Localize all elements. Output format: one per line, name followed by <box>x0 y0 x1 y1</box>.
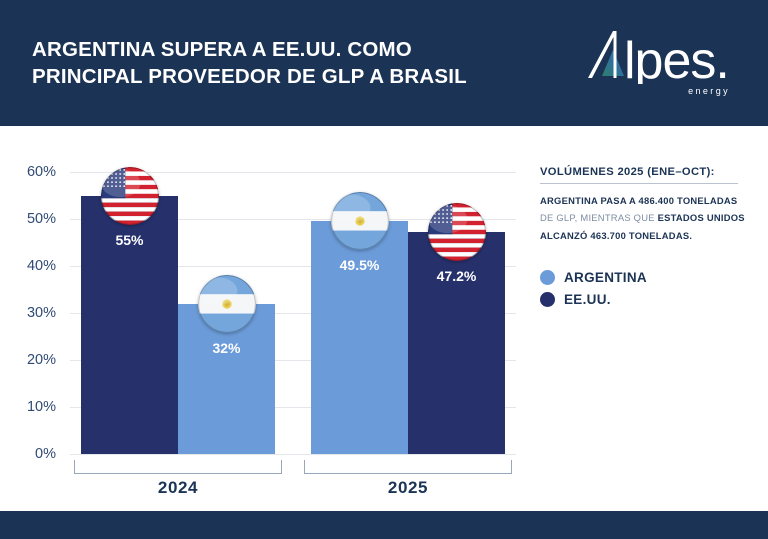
panel-heading: VOLÚMENES 2025 (ENE–OCT): <box>540 166 715 178</box>
panel-line-1: ARGENTINA PASA A 486.400 TONELADAS <box>540 192 756 209</box>
legend-swatch-icon <box>540 270 555 286</box>
chart-container: 0% 10% 20% 30% 40% 50% 60% 55% 32% 49.5% 4 <box>0 126 768 511</box>
logo-tagline: energy <box>688 86 730 96</box>
page-title-line-2: PRINCIPAL PROVEEDOR DE GLP A BRASIL <box>32 65 467 88</box>
panel-line-2-light: DE GLP, MIENTRAS QUE <box>540 212 658 224</box>
bar-2024-eeuu[interactable]: 55% <box>81 195 178 454</box>
legend-label: ARGENTINA <box>564 270 647 286</box>
x-axis: 2024 2025 <box>70 454 516 506</box>
alpes-wordmark-icon: lpes. <box>588 31 730 84</box>
y-axis-tick-label: 20% <box>26 352 56 368</box>
x-axis-group-bracket <box>74 460 282 474</box>
legend-item-eeuu[interactable]: EE.UU. <box>540 292 756 308</box>
gridline <box>70 172 516 173</box>
gridline <box>70 454 516 455</box>
legend-swatch-icon <box>540 292 555 308</box>
bar-value-label: 55% <box>115 231 144 248</box>
ar-flag-icon <box>197 274 256 333</box>
page-title: ARGENTINA SUPERA A EE.UU. COMO PRINCIPAL… <box>32 36 467 91</box>
bar-value-label: 49.5% <box>339 257 380 274</box>
y-axis: 0% 10% 20% 30% 40% 50% 60% <box>0 164 66 462</box>
bar-value-label: 32% <box>212 339 241 356</box>
gridline <box>70 407 516 408</box>
y-axis-tick-label: 0% <box>35 446 56 462</box>
side-panel: VOLÚMENES 2025 (ENE–OCT): ARGENTINA PASA… <box>540 166 756 314</box>
y-axis-tick-label: 50% <box>26 211 56 227</box>
panel-divider <box>540 183 738 184</box>
panel-line-1-text: ARGENTINA PASA A 486.400 TONELADAS <box>540 195 738 206</box>
y-axis-tick-label: 60% <box>26 164 56 180</box>
plot-area: 55% 32% 49.5% 47.2% <box>70 166 516 455</box>
us-flag-icon <box>427 203 486 262</box>
panel-body: ARGENTINA PASA A 486.400 TONELADAS DE GL… <box>540 192 756 244</box>
panel-line-2: DE GLP, MIENTRAS QUE ESTADOS UNIDOS <box>540 209 756 226</box>
y-axis-tick-label: 40% <box>26 258 56 274</box>
page-title-line-1: ARGENTINA SUPERA A EE.UU. COMO <box>32 37 412 61</box>
bar-value-label: 47.2% <box>436 268 477 285</box>
legend-label: EE.UU. <box>564 292 611 308</box>
bar-2025-argentina[interactable]: 49.5% <box>311 221 408 454</box>
gridline <box>70 219 516 220</box>
panel-line-2-strong: ESTADOS UNIDOS <box>657 212 745 224</box>
us-flag-icon <box>100 166 159 225</box>
panel-line-3: ALCANZÓ 463.700 TONELADAS. <box>540 227 756 244</box>
x-axis-group-label-2024: 2024 <box>157 478 199 497</box>
alpes-energy-logo: lpes. energy <box>586 28 736 98</box>
gridline <box>70 313 516 314</box>
page-header: ARGENTINA SUPERA A EE.UU. COMO PRINCIPAL… <box>0 0 768 126</box>
page-footer <box>0 511 768 539</box>
gridline <box>70 266 516 267</box>
ar-flag-icon <box>330 192 389 251</box>
legend-item-argentina[interactable]: ARGENTINA <box>540 270 756 286</box>
panel-line-3-text: ALCANZÓ 463.700 TONELADAS. <box>540 229 693 241</box>
gridline <box>70 360 516 361</box>
chart-legend: ARGENTINA EE.UU. <box>540 270 756 308</box>
bar-2025-eeuu[interactable]: 47.2% <box>408 232 505 454</box>
svg-text:lpes.: lpes. <box>624 32 729 84</box>
y-axis-tick-label: 30% <box>26 305 56 321</box>
x-axis-group-bracket <box>304 460 512 474</box>
y-axis-tick-label: 10% <box>26 399 56 415</box>
x-axis-group-label-2025: 2025 <box>387 478 429 497</box>
